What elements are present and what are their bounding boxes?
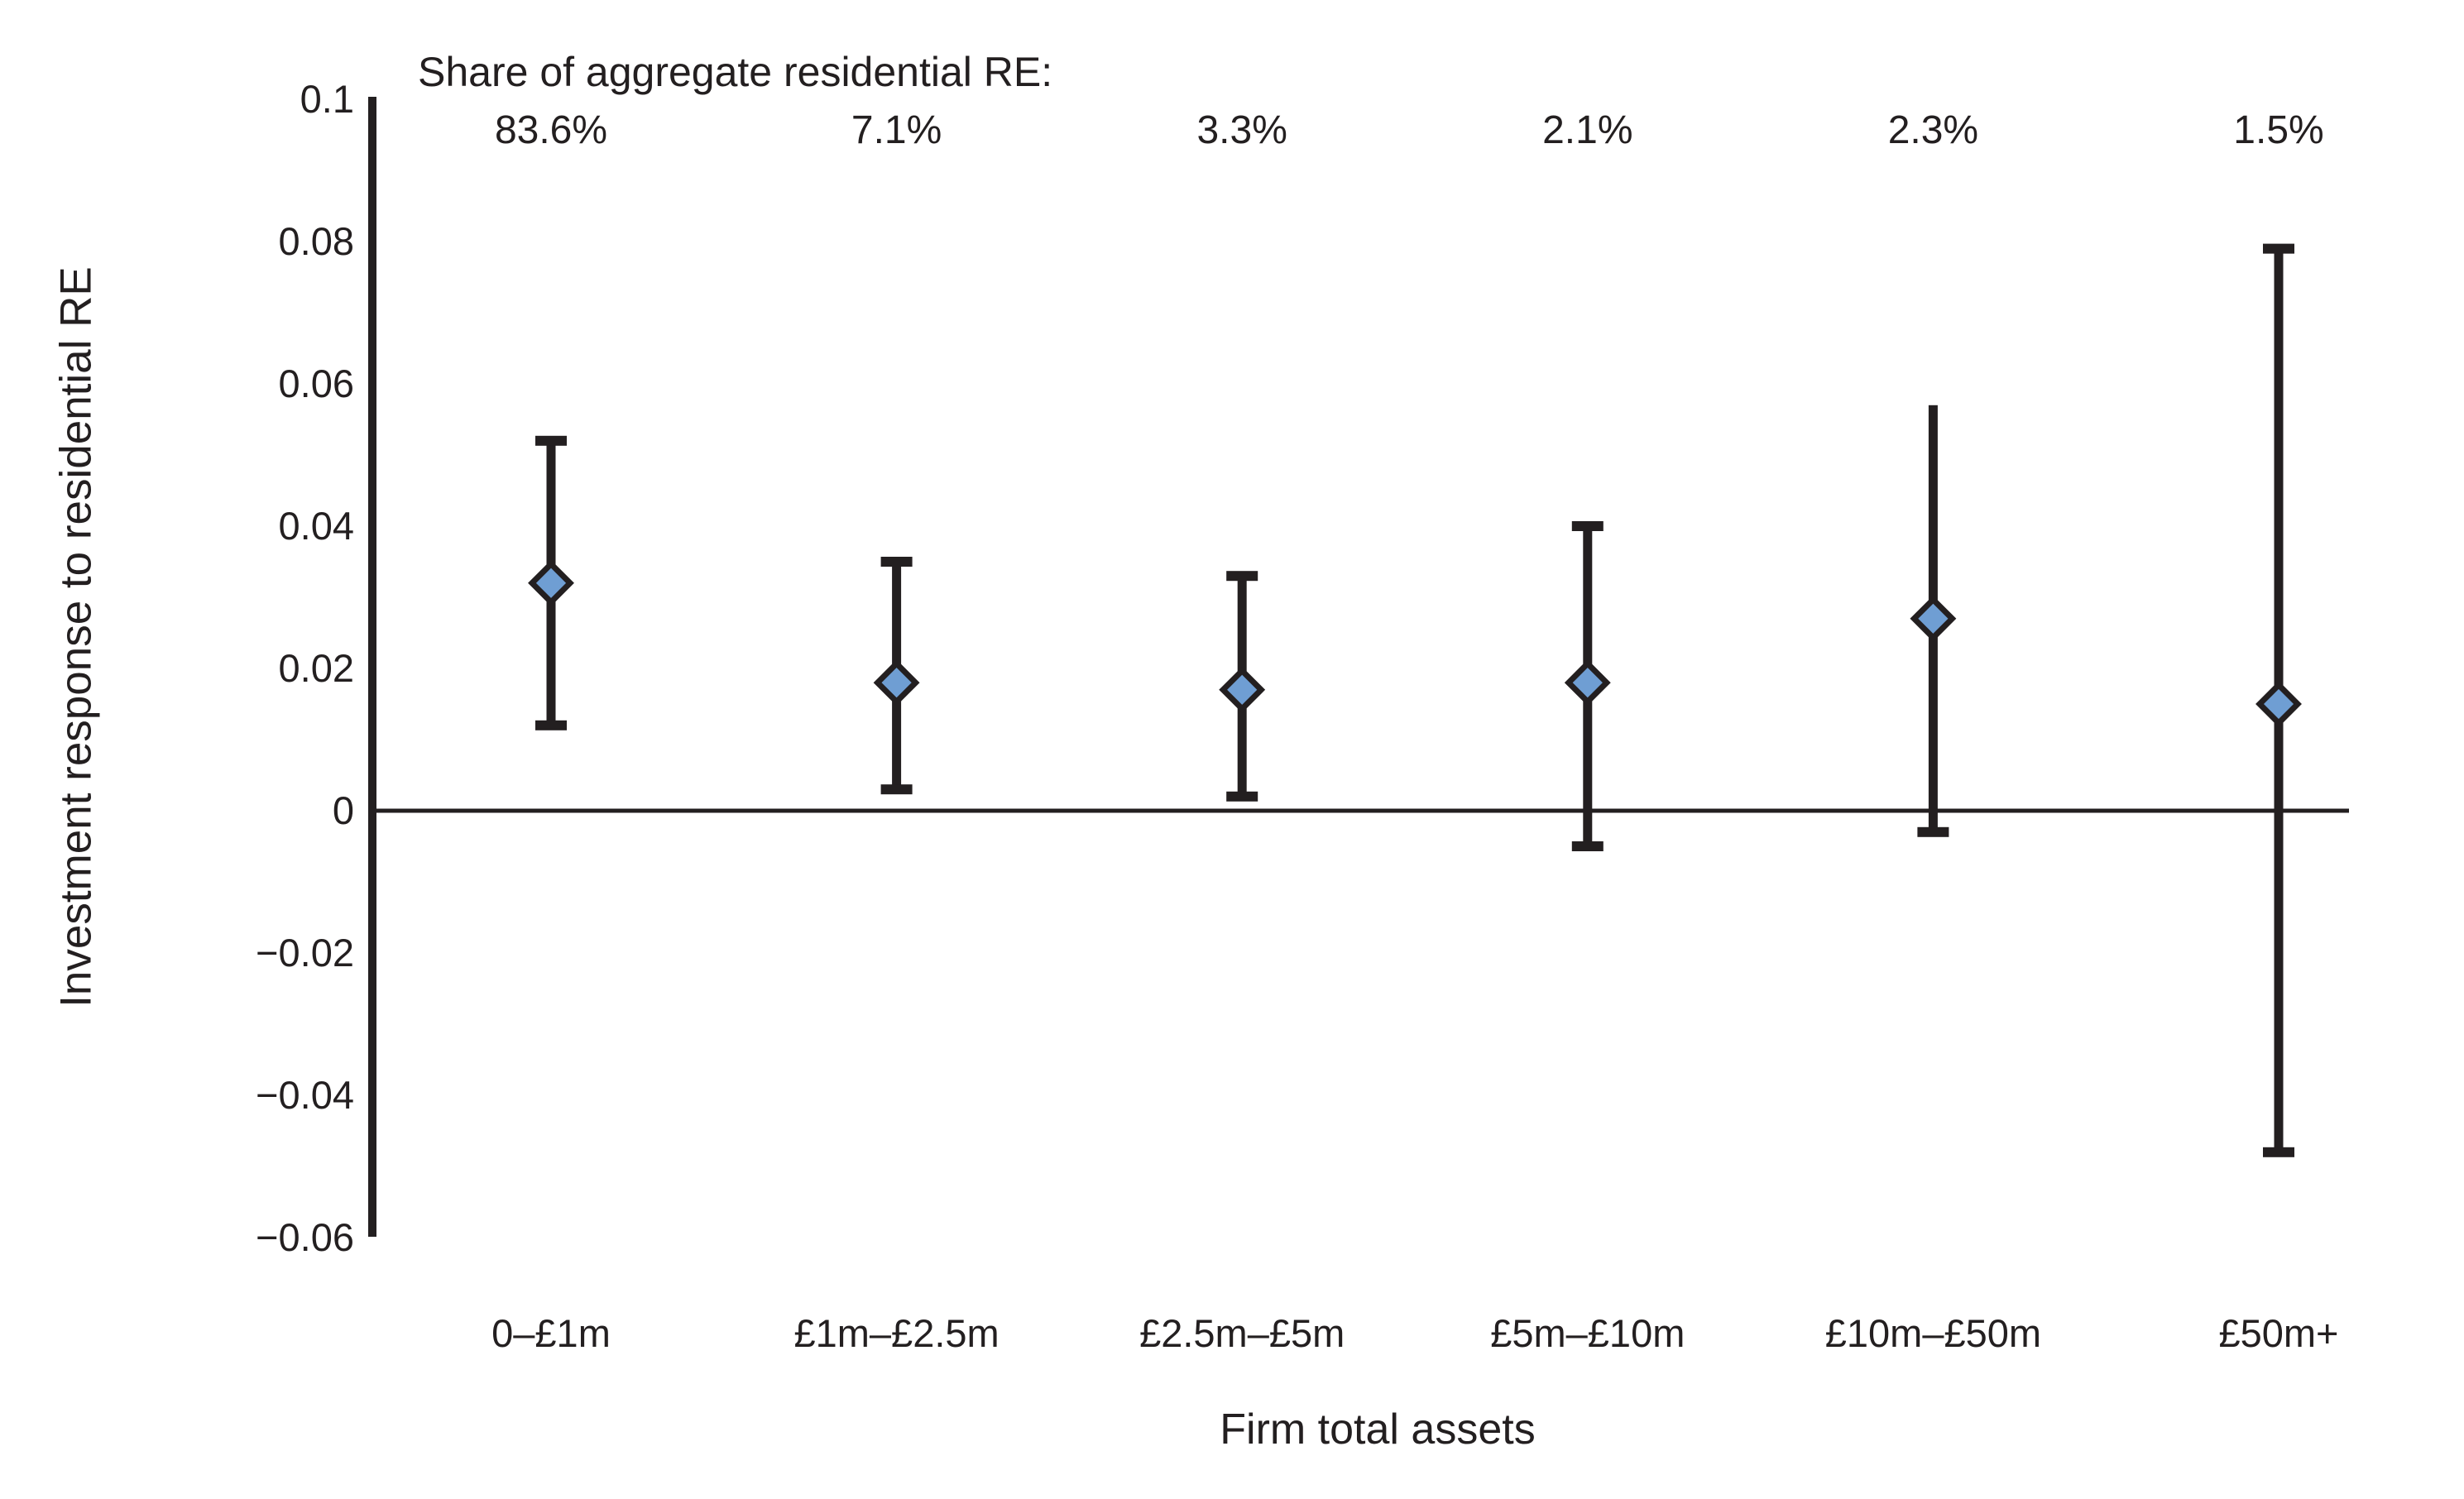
y-tick-label: 0.08 (278, 219, 354, 263)
diamond-marker (1219, 666, 1266, 713)
y-axis-line (368, 97, 376, 1237)
x-tick-label: £10m–£50m (1824, 1311, 2042, 1355)
error-bar-cap-top (2263, 243, 2294, 254)
x-tick-label: £5m–£10m (1490, 1311, 1685, 1355)
error-bar-cap-bottom (1571, 841, 1604, 851)
error-bar-cap-bottom (535, 720, 567, 730)
y-tick-label: −0.06 (256, 1215, 354, 1259)
x-axis-title: Firm total assets (1220, 1406, 1536, 1454)
diamond-marker (1910, 595, 1957, 642)
error-bar-cap-bottom (880, 784, 913, 795)
y-tick-label: −0.02 (256, 931, 354, 975)
x-tick-label: £50m+ (2218, 1311, 2339, 1355)
error-bar-cap-bottom (2263, 1147, 2294, 1157)
error-bar-cap-bottom (1226, 791, 1258, 802)
share-of-aggregate-label: 7.1% (851, 108, 942, 152)
y-tick-label: 0.1 (300, 77, 354, 121)
zero-reference-line (368, 808, 2349, 813)
error-bar-cap-top (535, 435, 567, 446)
diamond-marker (1564, 659, 1611, 706)
share-of-aggregate-label: 2.1% (1542, 108, 1633, 152)
chart-title: Share of aggregate residential RE: (418, 49, 1053, 95)
y-tick-label: −0.04 (256, 1073, 354, 1117)
y-tick-label: 0.02 (278, 646, 354, 690)
y-tick-label: 0.04 (278, 504, 354, 548)
share-of-aggregate-label: 1.5% (2233, 108, 2324, 152)
error-bar-cap-bottom (1917, 826, 1949, 837)
y-tick-label: 0 (332, 788, 354, 832)
error-bar-cap-top (1571, 521, 1604, 531)
y-tick-label: 0.06 (278, 362, 354, 405)
x-tick-label: £1m–£2.5m (793, 1311, 1000, 1355)
diamond-marker (528, 559, 574, 606)
share-of-aggregate-label: 83.6% (494, 108, 608, 152)
share-of-aggregate-label: 2.3% (1887, 108, 1979, 152)
share-of-aggregate-label: 3.3% (1196, 108, 1287, 152)
error-bar-cap-top (880, 557, 913, 567)
diamond-marker (873, 659, 920, 706)
x-tick-label: £2.5m–£5m (1139, 1311, 1345, 1355)
diamond-marker (2255, 681, 2302, 727)
x-tick-label: 0–£1m (491, 1311, 611, 1355)
error-bar-cap-top (1226, 571, 1258, 582)
